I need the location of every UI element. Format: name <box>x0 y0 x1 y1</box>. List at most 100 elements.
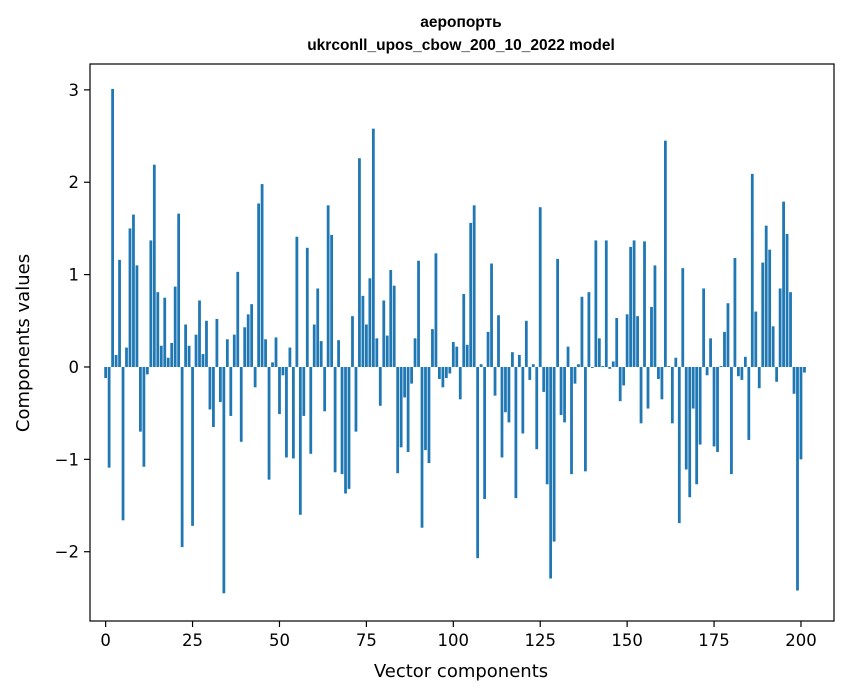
bar <box>438 366 441 379</box>
bar <box>410 366 413 384</box>
bar <box>681 268 685 367</box>
bar <box>737 366 740 377</box>
bar <box>208 366 212 410</box>
bar <box>733 257 737 367</box>
x-axis-ticks: 0 25 50 75 100 125 150 175 200 <box>100 621 817 650</box>
bar <box>486 331 490 367</box>
bar <box>643 241 646 367</box>
x-tick-label: 0 <box>100 631 111 650</box>
bar <box>236 271 240 367</box>
bar <box>135 265 139 367</box>
bar <box>365 324 368 367</box>
bar <box>125 347 128 367</box>
bar <box>354 366 358 432</box>
bar <box>424 366 427 451</box>
bar <box>264 339 267 367</box>
y-tick-label: −1 <box>55 450 79 469</box>
bar <box>514 366 518 499</box>
bar <box>451 342 455 367</box>
bar <box>597 338 601 367</box>
bar <box>604 240 608 367</box>
bar <box>615 318 619 367</box>
bar <box>570 366 573 475</box>
bar <box>417 260 420 367</box>
bar <box>198 300 201 367</box>
bar <box>677 366 681 524</box>
bar <box>483 366 486 500</box>
bar <box>382 300 386 367</box>
bar <box>156 292 160 367</box>
y-axis-label: Components values <box>13 254 34 432</box>
bar <box>403 366 407 398</box>
bar <box>587 292 591 367</box>
bar <box>799 366 803 460</box>
bar <box>493 366 497 396</box>
bar <box>444 366 448 379</box>
x-tick-label: 50 <box>269 631 290 650</box>
bar <box>618 366 622 402</box>
bar <box>347 366 351 489</box>
bar <box>584 366 587 472</box>
bar <box>152 164 156 367</box>
bar <box>298 366 302 515</box>
bar <box>368 278 372 367</box>
bar <box>371 128 375 367</box>
bar <box>267 366 271 480</box>
bar <box>180 366 184 548</box>
bar <box>396 366 400 474</box>
bar <box>653 265 657 367</box>
y-axis-ticks: −2 −1 0 1 2 3 <box>55 81 90 562</box>
bar <box>413 338 417 367</box>
x-tick-label: 200 <box>785 631 817 650</box>
bar <box>145 366 149 375</box>
bar <box>639 366 643 424</box>
bar <box>142 366 146 467</box>
x-axis-label: Vector components <box>374 661 548 682</box>
bar <box>462 294 466 367</box>
bar <box>177 213 181 367</box>
bar <box>257 203 261 367</box>
bar <box>552 366 556 542</box>
bar <box>201 354 205 367</box>
bar <box>663 140 667 367</box>
bar <box>448 366 452 374</box>
bar <box>601 366 605 367</box>
bar <box>326 205 330 367</box>
bar <box>337 340 340 367</box>
bar <box>406 366 410 452</box>
bar <box>566 346 570 367</box>
bar <box>719 366 723 367</box>
bar <box>709 338 712 367</box>
bar <box>517 354 521 367</box>
bar <box>646 366 650 409</box>
bar <box>212 366 215 428</box>
bar <box>660 366 664 400</box>
bar <box>650 306 653 367</box>
bar <box>260 184 264 367</box>
bar <box>434 253 438 367</box>
bar <box>104 366 108 379</box>
bar <box>778 288 782 367</box>
bar <box>556 258 559 367</box>
bar <box>698 366 702 445</box>
bar <box>159 345 163 367</box>
bar <box>511 352 514 367</box>
bar <box>563 366 566 423</box>
bar <box>305 247 309 367</box>
bar <box>121 366 125 521</box>
y-tick-label: 2 <box>69 173 80 192</box>
bar <box>684 366 688 470</box>
bar <box>768 249 772 367</box>
bar <box>695 366 699 485</box>
bar <box>288 347 292 367</box>
x-tick-label: 175 <box>698 631 730 650</box>
bar <box>504 366 507 413</box>
bar <box>789 292 792 367</box>
bar <box>118 259 121 367</box>
bar <box>149 240 153 367</box>
bar <box>497 315 500 367</box>
bar <box>351 316 354 367</box>
bar <box>330 234 334 367</box>
y-tick-label: −2 <box>55 543 79 562</box>
bar <box>629 246 633 367</box>
